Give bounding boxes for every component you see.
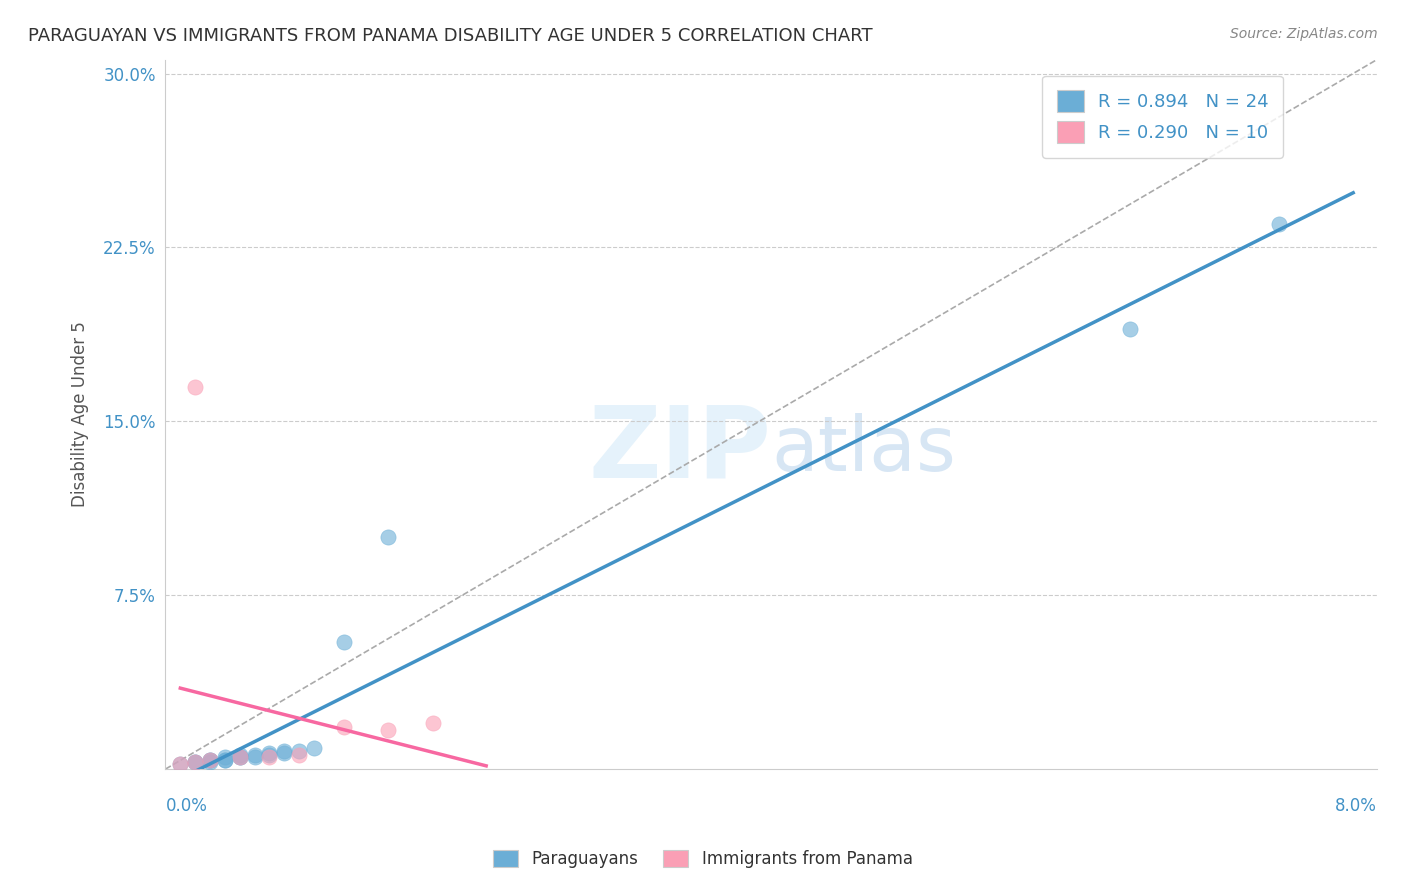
Point — [288, 748, 311, 763]
Point — [273, 743, 295, 757]
Text: ZIP: ZIP — [588, 401, 772, 499]
Legend: R = 0.894   N = 24, R = 0.290   N = 10: R = 0.894 N = 24, R = 0.290 N = 10 — [1042, 76, 1284, 158]
Point — [198, 753, 221, 767]
Point — [377, 723, 399, 737]
Point — [1268, 217, 1291, 231]
Point — [259, 746, 281, 760]
Point — [184, 379, 207, 393]
Point — [259, 750, 281, 764]
Point — [332, 720, 354, 734]
Point — [259, 748, 281, 763]
Text: 8.0%: 8.0% — [1336, 797, 1376, 815]
Text: atlas: atlas — [772, 413, 956, 487]
Legend: Paraguayans, Immigrants from Panama: Paraguayans, Immigrants from Panama — [486, 843, 920, 875]
Point — [1119, 321, 1142, 335]
Y-axis label: Disability Age Under 5: Disability Age Under 5 — [72, 321, 89, 508]
Text: Source: ZipAtlas.com: Source: ZipAtlas.com — [1230, 27, 1378, 41]
Point — [243, 750, 266, 764]
Point — [198, 753, 221, 767]
Point — [228, 750, 250, 764]
Point — [169, 757, 191, 772]
Text: 0.0%: 0.0% — [166, 797, 207, 815]
Point — [214, 750, 236, 764]
Point — [273, 746, 295, 760]
Point — [288, 743, 311, 757]
Point — [228, 750, 250, 764]
Point — [228, 748, 250, 763]
Point — [198, 755, 221, 769]
Point — [184, 755, 207, 769]
Point — [198, 753, 221, 767]
Point — [214, 753, 236, 767]
Point — [214, 753, 236, 767]
Point — [377, 530, 399, 544]
Point — [228, 750, 250, 764]
Text: PARAGUAYAN VS IMMIGRANTS FROM PANAMA DISABILITY AGE UNDER 5 CORRELATION CHART: PARAGUAYAN VS IMMIGRANTS FROM PANAMA DIS… — [28, 27, 873, 45]
Point — [332, 634, 354, 648]
Point — [302, 741, 325, 756]
Point — [169, 757, 191, 772]
Point — [422, 715, 444, 730]
Point — [243, 748, 266, 763]
Point — [184, 755, 207, 769]
Point — [184, 755, 207, 769]
